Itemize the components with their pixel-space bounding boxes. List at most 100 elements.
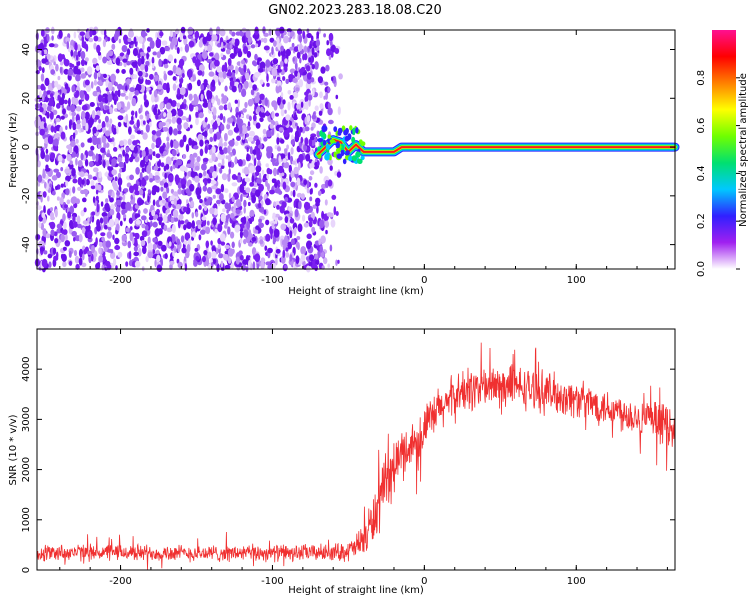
spectral-noise-point	[329, 244, 333, 252]
spectral-noise-point	[293, 166, 299, 175]
spectral-noise-point	[110, 203, 115, 211]
spectral-noise-point	[92, 57, 98, 65]
spectral-noise-point	[154, 259, 157, 268]
spectral-noise-point	[289, 46, 294, 51]
spectral-noise-point	[112, 234, 115, 240]
spectral-noise-point	[222, 208, 226, 213]
spectral-noise-point	[254, 229, 259, 234]
spectral-noise-point	[75, 106, 82, 112]
spectral-noise-point	[116, 191, 121, 196]
spectral-noise-point	[157, 161, 161, 167]
spectral-noise-point	[115, 206, 121, 213]
spectral-noise-point	[188, 137, 193, 146]
spectral-noise-point	[100, 232, 106, 237]
spectral-noise-point	[151, 130, 157, 135]
spectral-noise-point	[71, 111, 77, 117]
spectral-transition-point	[352, 127, 356, 136]
spectral-noise-point	[207, 251, 212, 259]
spectral-noise-point	[338, 73, 343, 80]
spectral-noise-point	[96, 203, 99, 213]
spectral-noise-point	[183, 256, 187, 262]
spectral-noise-point	[182, 134, 187, 143]
spectral-noise-point	[210, 62, 213, 71]
spectral-noise-point	[245, 29, 251, 39]
spectral-noise-point	[177, 182, 182, 189]
spectral-noise-point	[215, 188, 222, 195]
spectral-noise-point	[246, 221, 251, 230]
spectral-noise-point	[257, 202, 262, 209]
spectral-noise-point	[206, 44, 213, 53]
spectral-noise-point	[303, 179, 308, 186]
spectral-noise-point	[166, 85, 170, 94]
spectral-noise-point	[235, 209, 241, 215]
spectral-noise-point	[198, 172, 203, 179]
spectral-noise-point	[39, 107, 44, 113]
spectral-noise-point	[125, 227, 130, 233]
spectral-noise-point	[98, 247, 102, 255]
spectral-noise-point	[319, 103, 324, 110]
spectral-noise-point	[111, 43, 116, 50]
spectral-noise-point	[197, 224, 202, 229]
spectral-noise-point	[193, 145, 199, 150]
spectral-noise-point	[77, 186, 82, 191]
spectral-noise-point	[109, 209, 115, 216]
x-tick-label: 0	[421, 576, 427, 587]
spectral-noise-point	[309, 188, 313, 195]
spectral-noise-point	[280, 223, 287, 231]
spectral-noise-point	[305, 153, 311, 162]
spectral-noise-point	[49, 152, 56, 160]
spectral-noise-point	[74, 129, 78, 136]
spectral-noise-point	[88, 161, 94, 168]
spectral-noise-point	[208, 90, 213, 100]
spectral-noise-point	[121, 45, 128, 53]
spectral-noise-point	[172, 250, 175, 257]
spectral-noise-point	[200, 229, 206, 235]
spectral-noise-point	[203, 170, 207, 177]
spectral-noise-point	[299, 42, 303, 52]
spectral-noise-point	[223, 104, 228, 111]
spectral-noise-point	[317, 76, 323, 84]
spectral-noise-point	[139, 51, 146, 58]
spectral-noise-point	[54, 208, 58, 218]
spectral-noise-point	[224, 244, 230, 249]
spectral-noise-point	[168, 174, 174, 183]
spectral-noise-point	[90, 185, 96, 190]
spectral-noise-point	[73, 237, 76, 242]
spectral-noise-point	[93, 71, 98, 80]
spectral-noise-point	[159, 180, 165, 186]
spectral-noise-point	[286, 53, 289, 60]
spectral-noise-point	[72, 132, 76, 140]
spectral-noise-point	[277, 146, 282, 152]
spectral-noise-point	[256, 177, 262, 184]
colorbar-label: Normalized spectral amplitude	[738, 73, 749, 227]
spectral-noise-point	[175, 204, 182, 210]
spectral-transition-point	[317, 138, 324, 143]
spectral-noise-point	[179, 220, 185, 225]
spectral-noise-point	[123, 61, 127, 68]
spectral-noise-point	[237, 200, 242, 207]
spectral-noise-point	[249, 99, 254, 105]
spectral-noise-point	[57, 94, 61, 101]
spectral-noise-point	[39, 90, 42, 99]
spectral-noise-point	[260, 108, 265, 113]
spectral-noise-point	[228, 102, 232, 111]
spectral-noise-point	[273, 201, 277, 207]
spectral-noise-point	[152, 51, 157, 56]
spectral-noise-point	[84, 111, 90, 121]
spectral-noise-point	[126, 120, 130, 128]
spectral-noise-point	[154, 75, 159, 81]
spectral-noise-point	[80, 73, 87, 79]
spectral-noise-point	[180, 46, 183, 52]
spectral-noise-point	[186, 221, 193, 229]
spectral-noise-point	[75, 263, 80, 270]
spectral-noise-point	[277, 85, 282, 93]
spectral-noise-point	[309, 196, 313, 202]
spectral-noise-point	[67, 211, 72, 219]
spectral-noise-point	[115, 223, 120, 231]
spectral-noise-point	[283, 161, 290, 169]
spectral-noise-point	[50, 207, 53, 212]
spectral-transition-point	[357, 158, 363, 164]
spectral-noise-point	[155, 130, 162, 137]
spectral-noise-point	[45, 164, 49, 170]
